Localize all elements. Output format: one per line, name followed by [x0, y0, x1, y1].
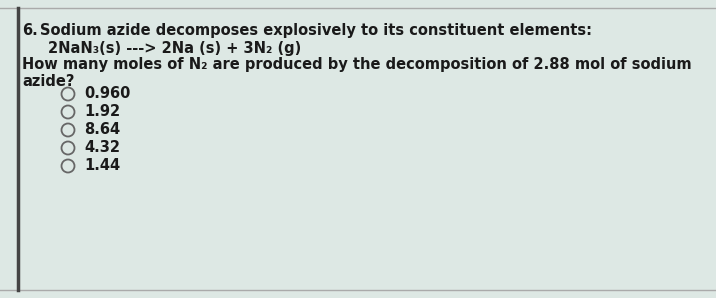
Text: 4.32: 4.32 [84, 140, 120, 156]
Text: 2NaN₃(s) ---> 2Na (s) + 3N₂ (g): 2NaN₃(s) ---> 2Na (s) + 3N₂ (g) [48, 41, 301, 56]
Text: How many moles of N₂ are produced by the decomposition of 2.88 mol of sodium: How many moles of N₂ are produced by the… [22, 57, 692, 72]
Text: 0.960: 0.960 [84, 86, 130, 102]
Text: azide?: azide? [22, 74, 74, 89]
Text: 1.92: 1.92 [84, 105, 120, 119]
Text: 8.64: 8.64 [84, 122, 120, 137]
Text: 6.: 6. [22, 23, 38, 38]
Text: Sodium azide decomposes explosively to its constituent elements:: Sodium azide decomposes explosively to i… [40, 23, 592, 38]
Text: 1.44: 1.44 [84, 159, 120, 173]
